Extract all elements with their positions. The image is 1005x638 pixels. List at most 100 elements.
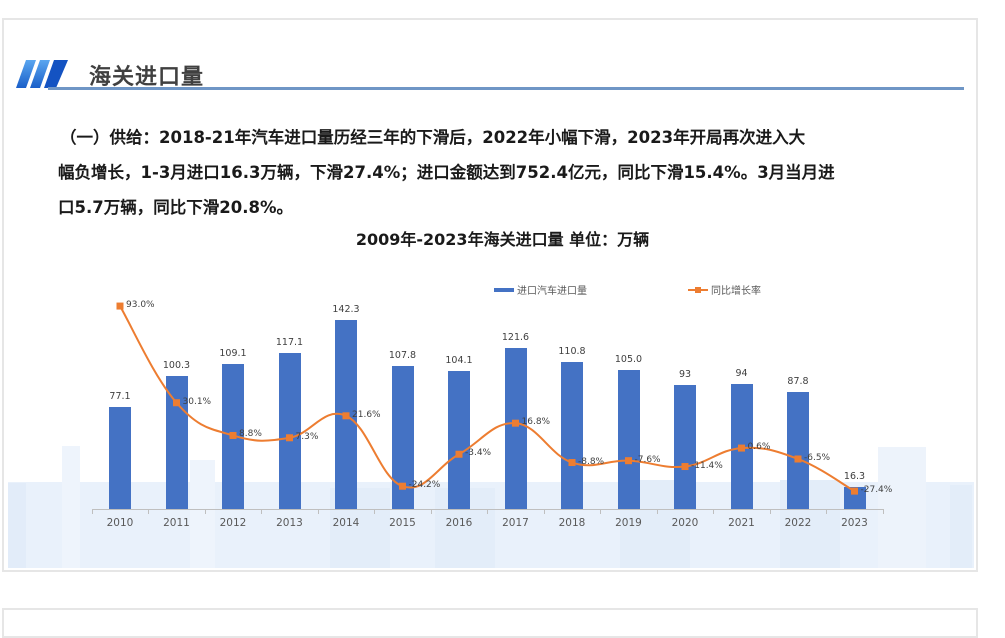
x-axis-tick [430,509,432,514]
x-axis-label: 2014 [332,517,360,529]
growth-rate-label: -27.4% [860,485,893,496]
paragraph-line-2: 幅负增长，1-3月进口16.3万辆，下滑27.4%；进口金额达到752.4亿元，… [58,163,835,182]
x-axis-label: 2016 [445,517,473,529]
growth-rate-label: 7.3% [295,431,319,442]
line-marker [455,450,463,458]
import-volume-chart: 进口汽车进口量 同比增长率 77.1 2010 93.0% 100.3 2011 30.1… [8,282,974,568]
bar-value-label: 121.6 [501,331,530,343]
line-marker [116,302,124,310]
summary-paragraph: （一）供给：2018-21年汽车进口量历经三年的下滑后，2022年小幅下滑，20… [58,120,950,225]
line-marker [229,431,237,439]
line-marker [342,412,350,420]
bar-value-label: 16.3 [843,471,866,483]
x-axis-tick [91,509,93,514]
growth-rate-label: -11.4% [691,460,723,471]
x-axis-tick [600,509,602,514]
x-axis-tick [317,509,319,514]
bar-value-label: 117.1 [275,337,304,349]
bar-value-label: 93 [678,369,692,381]
growth-rate-label: 16.8% [521,417,551,428]
legend-line: 同比增长率 [688,282,761,297]
stripes-icon [16,60,68,88]
section-title: 海关进口量 [89,65,205,90]
growth-rate-label: 21.6% [352,409,381,420]
next-card [2,608,978,638]
line-marker [625,457,632,465]
x-axis-tick [148,509,150,514]
line-marker [681,463,689,471]
paragraph-line-1: （一）供给：2018-21年汽车进口量历经三年的下滑后，2022年小幅下滑，20… [60,128,806,147]
bar-2013 [278,353,301,509]
line-marker [399,482,406,490]
bar-value-label: 100.3 [162,359,191,371]
bar-value-label: 77.1 [109,390,131,402]
growth-rate-label: 30.1% [182,396,212,407]
x-axis-label: 2018 [558,517,586,529]
x-axis-label: 2012 [219,517,247,529]
growth-rate-label: -24.2% [408,480,441,491]
content-card [2,18,978,572]
bar-2016 [448,370,470,509]
legend-bar-swatch [494,287,514,292]
growth-rate-label: -7.6% [634,454,661,465]
header-divider [48,87,964,90]
bar-value-label: 110.8 [558,345,586,357]
bar-value-label: 94 [735,368,748,380]
growth-rate-label: -8.8% [578,456,605,467]
x-axis-tick [261,509,263,514]
bar-2019 [617,369,640,509]
x-axis-tick [882,509,884,514]
legend-line-swatch [688,286,708,293]
x-axis-label: 2013 [276,517,303,529]
x-axis-tick [487,509,489,514]
paragraph-line-3: 口5.7万辆，同比下滑20.8%。 [58,198,293,217]
section-header: 海关进口量 [14,40,964,92]
bar-2022 [787,392,809,509]
bar-value-label: 142.3 [332,304,360,316]
x-axis-label: 2017 [502,517,529,529]
bar-value-label: 107.8 [388,349,417,361]
bar-2020 [674,385,696,509]
bar-2017 [504,347,527,509]
x-axis-tick [713,509,715,514]
x-axis-label: 2011 [163,517,190,529]
growth-rate-line [116,302,858,495]
line-marker [173,399,180,407]
x-axis-tick [374,509,376,514]
x-axis-label: 2022 [784,517,812,529]
bar-2015 [391,365,414,509]
x-axis-label: 2019 [615,517,642,529]
bar-value-label: 105.0 [614,353,643,365]
x-axis-label: 2010 [106,517,134,529]
line-marker [286,434,293,442]
x-axis-tick [826,509,828,514]
bar-2018 [561,361,583,509]
line-marker [512,419,519,427]
x-axis-label: 2020 [671,517,699,529]
bar-2023 [843,487,866,509]
x-axis-tick [204,509,206,514]
x-axis-tick [769,509,771,514]
x-axis-label: 2023 [841,517,868,529]
growth-rate-label: 0.6% [747,442,771,453]
line-marker [568,459,576,467]
bar-2010 [109,406,131,509]
line-marker [851,487,858,495]
x-axis-label: 2021 [728,517,755,529]
x-axis-tick [656,509,658,514]
chart-title: 2009年-2023年海关进口量 单位：万辆 [355,230,650,249]
line-marker [738,444,745,452]
bar-value-label: 109.1 [219,348,247,360]
growth-rate-label: -3.4% [465,448,492,459]
x-axis-tick [543,509,545,514]
bar-value-label: 104.1 [445,354,473,366]
x-axis-label: 2015 [389,517,416,529]
growth-rate-label: -6.5% [804,452,831,463]
line-marker [794,455,802,463]
legend-bar: 进口汽车进口量 [494,282,587,297]
growth-rate-label: 93.0% [126,300,155,311]
legend-bar-label: 进口汽车进口量 [517,286,587,297]
growth-rate-label: 8.8% [239,429,262,440]
bar-value-label: 87.8 [787,376,809,388]
legend-line-label: 同比增长率 [711,286,761,297]
